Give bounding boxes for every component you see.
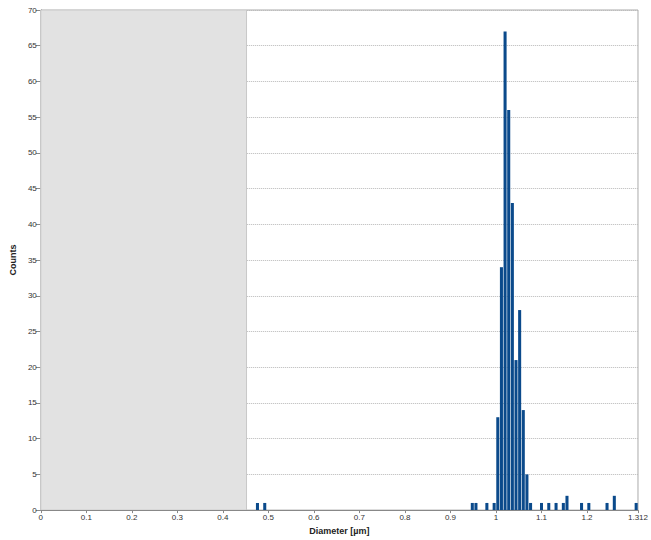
- svg-text:1: 1: [494, 513, 499, 522]
- svg-text:60: 60: [28, 77, 37, 86]
- svg-text:30: 30: [28, 291, 37, 300]
- svg-text:5: 5: [32, 470, 37, 479]
- svg-text:40: 40: [28, 220, 37, 229]
- svg-text:1.312: 1.312: [628, 513, 649, 522]
- svg-text:0.3: 0.3: [172, 513, 184, 522]
- svg-text:0.4: 0.4: [217, 513, 229, 522]
- svg-text:0: 0: [32, 506, 37, 515]
- svg-text:0.2: 0.2: [126, 513, 138, 522]
- svg-text:20: 20: [28, 363, 37, 372]
- svg-text:10: 10: [28, 434, 37, 443]
- svg-text:25: 25: [28, 327, 37, 336]
- svg-text:1.2: 1.2: [581, 513, 593, 522]
- svg-text:0.7: 0.7: [354, 513, 366, 522]
- svg-text:55: 55: [28, 113, 37, 122]
- svg-text:0.8: 0.8: [399, 513, 411, 522]
- svg-text:70: 70: [28, 6, 37, 15]
- svg-text:45: 45: [28, 184, 37, 193]
- svg-text:0: 0: [39, 513, 44, 522]
- svg-text:1.1: 1.1: [536, 513, 548, 522]
- svg-text:0.9: 0.9: [445, 513, 457, 522]
- svg-text:65: 65: [28, 41, 37, 50]
- svg-text:50: 50: [28, 148, 37, 157]
- svg-text:0.6: 0.6: [308, 513, 320, 522]
- svg-text:15: 15: [28, 398, 37, 407]
- svg-text:0.5: 0.5: [263, 513, 275, 522]
- svg-text:Counts: Counts: [8, 245, 18, 276]
- svg-text:0.1: 0.1: [81, 513, 93, 522]
- svg-text:Diameter [µm]: Diameter [µm]: [309, 526, 369, 536]
- svg-text:35: 35: [28, 256, 37, 265]
